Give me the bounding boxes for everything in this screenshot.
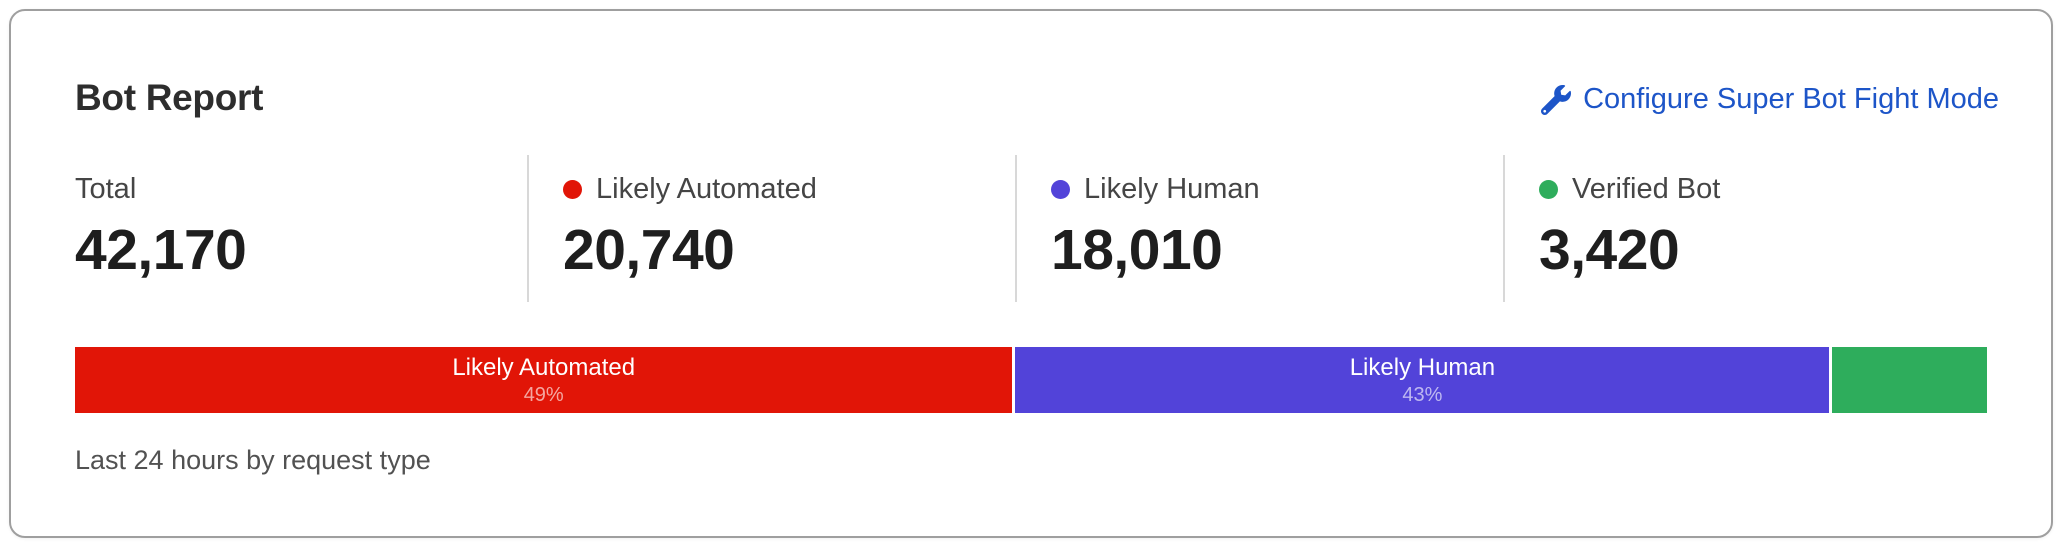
stat-likely-human: Likely Human 18,010 [1015,155,1503,302]
stat-value: 3,420 [1539,218,1680,282]
stat-label: Total [75,173,137,205]
page-title: Bot Report [75,77,264,118]
likely-automated-dot-icon [563,180,582,199]
bot-report-card: Bot Report Configure Super Bot Fight Mod… [9,9,2053,538]
likely-human-dot-icon [1051,180,1070,199]
stat-value: 18,010 [1051,218,1223,282]
request-type-stacked-bar[interactable]: Likely Automated 49% Likely Human 43% [75,347,1987,413]
stat-value: 42,170 [75,218,247,282]
verified-bot-dot-icon [1539,180,1558,199]
bar-segment-likely-human[interactable]: Likely Human 43% [1015,347,1830,413]
bar-segment-percent: 49% [523,384,564,406]
wrench-icon [1541,84,1572,115]
stat-label: Likely Automated [596,173,817,205]
bar-segment-percent: 43% [1402,384,1443,406]
bar-segment-verified-bot[interactable] [1832,347,1987,413]
bar-segment-label: Likely Human [1349,354,1496,381]
stat-verified-bot: Verified Bot 3,420 [1503,155,1991,302]
stat-label: Verified Bot [1572,173,1721,205]
bar-segment-likely-automated[interactable]: Likely Automated 49% [75,347,1013,413]
configure-link-label: Configure Super Bot Fight Mode [1583,83,1999,115]
stat-total: Total 42,170 [75,155,527,302]
stat-value: 20,740 [563,218,735,282]
chart-caption: Last 24 hours by request type [75,445,431,475]
stats-row: Total 42,170 Likely Automated 20,740 Lik… [75,155,1991,302]
stat-label: Likely Human [1084,173,1260,205]
stat-likely-automated: Likely Automated 20,740 [527,155,1015,302]
configure-super-bot-fight-mode-link[interactable]: Configure Super Bot Fight Mode [1541,83,1999,116]
bar-segment-label: Likely Automated [452,354,636,381]
